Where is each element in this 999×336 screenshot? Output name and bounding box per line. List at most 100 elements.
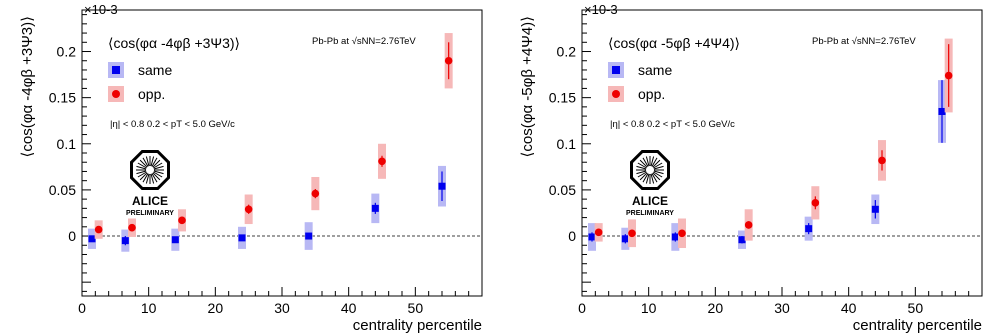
same-point — [238, 234, 246, 242]
logo-ray — [636, 170, 647, 175]
logo-ray — [145, 173, 150, 184]
same-point — [171, 236, 179, 244]
logo-ray — [153, 162, 163, 169]
opp-point — [244, 205, 253, 214]
logo-ray — [653, 162, 663, 169]
same-point — [371, 204, 379, 212]
y-tick-label: 0.05 — [549, 182, 576, 198]
same-point — [621, 235, 629, 243]
cuts-label: |η| < 0.8 0.2 < pT < 5.0 GeV/c — [110, 119, 235, 130]
x-tick-label: 10 — [141, 300, 157, 316]
legend-label: same — [138, 62, 172, 78]
logo-ray — [153, 165, 164, 170]
legend-marker-square — [112, 66, 120, 74]
legend-label: opp. — [138, 86, 165, 102]
logo-ray — [137, 162, 147, 169]
logo-ray — [145, 156, 150, 167]
legend-label: same — [638, 62, 672, 78]
left-panel: 0 10 20 30 40 50 0 0.05 0.1 0.15 0.2 ×10-3 centralit… — [19, 2, 483, 334]
logo-ray — [152, 159, 161, 168]
x-tick-label: 10 — [641, 300, 657, 316]
same-point — [438, 182, 446, 190]
legend-title: ⟨cos(φα -5φβ +4Ψ4)⟩ — [608, 35, 740, 51]
logo-ray — [151, 173, 158, 183]
logo-ray — [642, 157, 649, 167]
opp-point — [378, 157, 386, 166]
opp-point — [94, 225, 103, 234]
logo-tag: PRELIMINARY — [126, 210, 174, 217]
logo-ray — [652, 172, 661, 181]
same-point — [88, 235, 96, 243]
y-tick-label: 0.15 — [549, 90, 576, 106]
logo-ray — [136, 170, 147, 175]
x-tick-label: 40 — [341, 300, 357, 316]
logo-ray — [139, 159, 148, 168]
x-tick-label: 40 — [841, 300, 857, 316]
same-point — [305, 232, 313, 240]
x-tick-label: 50 — [908, 300, 924, 316]
collision-label: Pb-Pb at √sNN=2.76TeV — [812, 36, 916, 47]
logo-ray — [642, 173, 649, 183]
legend-marker-circle — [112, 90, 120, 98]
opp-point — [811, 199, 820, 207]
logo-ray — [639, 159, 648, 168]
logo-ray — [650, 173, 655, 184]
logo-ray — [136, 165, 147, 170]
logo-ray — [137, 171, 147, 178]
same-point — [938, 107, 946, 115]
alice-logo: ALICE PRELIMINARY — [126, 150, 174, 217]
logo-ray — [142, 173, 149, 183]
logo-ray — [653, 165, 664, 170]
y-tick-label: 0.05 — [49, 182, 76, 198]
opp-point — [178, 216, 186, 225]
cuts-label: |η| < 0.8 0.2 < pT < 5.0 GeV/c — [610, 119, 735, 130]
logo-ray — [151, 157, 158, 167]
logo-ray — [636, 165, 647, 170]
logo-ray — [650, 156, 655, 167]
y-tick-label: 0.1 — [57, 136, 77, 152]
logo-ray — [645, 173, 650, 184]
opp-point — [628, 229, 636, 238]
logo-ray — [637, 171, 647, 178]
axis-multiplier: ×10-3 — [84, 2, 118, 17]
legend-title: ⟨cos(φα -4φβ +3Ψ3)⟩ — [108, 35, 240, 51]
same-point — [805, 225, 813, 233]
logo-ray — [652, 159, 661, 168]
same-point — [871, 205, 879, 213]
same-point — [738, 236, 746, 244]
x-tick-label: 30 — [774, 300, 790, 316]
x-tick-label: 30 — [274, 300, 290, 316]
same-point — [588, 233, 596, 241]
logo-ray — [150, 156, 155, 167]
opp-point — [944, 71, 953, 80]
logo-ray — [150, 173, 155, 184]
axis-multiplier: ×10-3 — [584, 2, 618, 17]
opp-point — [444, 56, 453, 65]
x-tick-label: 0 — [578, 300, 586, 316]
logo-ray — [651, 173, 658, 183]
y-tick-label: 0.15 — [49, 90, 76, 106]
x-tick-label: 0 — [78, 300, 86, 316]
right-panel: 0 10 20 30 40 50 0 0.05 0.1 0.15 0.2 ×10-3 centralit… — [519, 2, 983, 334]
y-axis-title: ⟨cos(φα -5φβ +4Ψ4)⟩ — [519, 16, 536, 157]
collision-label: Pb-Pb at √sNN=2.76TeV — [312, 36, 416, 47]
logo-ray — [139, 172, 148, 181]
legend-label: opp. — [638, 86, 665, 102]
alice-logo: ALICE PRELIMINARY — [626, 150, 674, 217]
logo-name: ALICE — [132, 194, 168, 208]
opp-point — [878, 156, 886, 165]
y-tick-label: 0 — [68, 228, 76, 244]
legend-marker-square — [612, 66, 620, 74]
y-tick-label: 0.2 — [57, 44, 77, 60]
opp-point — [594, 228, 603, 237]
logo-name: ALICE — [632, 194, 668, 208]
logo-ray — [639, 172, 648, 181]
x-tick-label: 50 — [408, 300, 424, 316]
logo-ray — [142, 157, 149, 167]
logo-ray — [152, 172, 161, 181]
opp-point — [744, 221, 753, 229]
logo-ray — [653, 171, 663, 178]
opp-point — [678, 229, 686, 238]
logo-ray — [153, 171, 163, 178]
